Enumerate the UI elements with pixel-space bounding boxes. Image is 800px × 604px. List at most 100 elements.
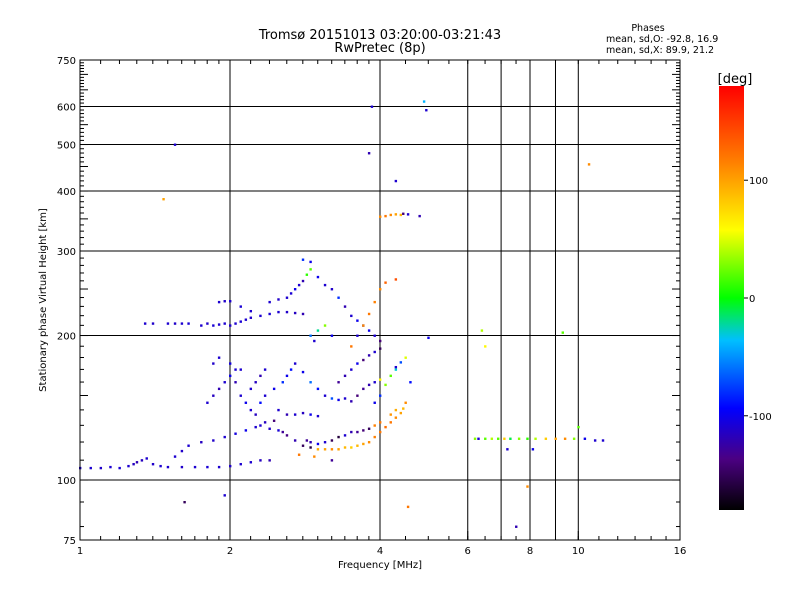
axis-ticks: 1 2 4 6 8 10 16 75 100 200 300 400 500 600 750 <box>57 56 686 557</box>
data-point <box>394 368 398 371</box>
data-point <box>379 430 382 434</box>
data-point <box>389 413 392 416</box>
data-point <box>259 314 262 318</box>
data-point <box>180 449 184 453</box>
data-point <box>183 500 186 504</box>
data-point <box>356 430 359 434</box>
data-point <box>309 260 312 264</box>
data-point <box>373 401 376 404</box>
data-point <box>515 525 518 528</box>
plot-frame <box>79 59 681 541</box>
data-point <box>118 466 121 470</box>
data-point <box>362 442 365 446</box>
data-point <box>272 419 276 422</box>
data-points <box>79 100 605 528</box>
data-point <box>263 421 267 424</box>
data-point <box>259 459 262 462</box>
data-point <box>293 362 297 365</box>
data-point <box>127 464 130 468</box>
y-tick-label: 200 <box>57 332 76 343</box>
data-point <box>309 381 312 384</box>
y-tick-label: 600 <box>57 103 76 114</box>
data-point <box>379 421 382 424</box>
data-point <box>212 439 215 442</box>
data-point <box>389 374 392 378</box>
data-point <box>409 381 412 384</box>
data-point <box>166 322 170 325</box>
data-point <box>373 334 376 337</box>
data-point <box>301 444 305 447</box>
stats-heading: Phases <box>631 23 664 34</box>
data-point <box>367 383 371 387</box>
data-point <box>277 429 280 432</box>
data-point <box>561 331 564 334</box>
data-point <box>384 281 387 284</box>
data-point <box>223 494 226 497</box>
data-point <box>356 319 359 322</box>
data-point <box>544 437 548 440</box>
data-point <box>249 309 253 313</box>
data-point <box>217 323 221 326</box>
data-point <box>406 213 410 216</box>
data-point <box>249 387 253 391</box>
x-tick-label: 2 <box>227 546 233 557</box>
data-point <box>263 394 267 397</box>
data-point <box>305 439 309 442</box>
data-point <box>234 381 237 384</box>
y-axis-label: Stationary phase Virtual Height [km] <box>38 208 49 392</box>
data-point <box>143 322 147 325</box>
data-point <box>572 437 576 440</box>
data-point <box>350 368 353 371</box>
data-point <box>285 310 289 314</box>
x-tick-label: 6 <box>465 546 471 557</box>
data-point <box>399 411 403 415</box>
data-point <box>268 300 271 304</box>
data-point <box>373 350 376 354</box>
data-point <box>370 105 374 108</box>
data-point <box>313 339 316 343</box>
data-point <box>343 305 347 308</box>
data-point <box>379 215 382 218</box>
data-point <box>254 425 257 429</box>
chart-title: Tromsø 20151013 03:20:00-03:21:43 <box>258 28 501 43</box>
x-axis-label: Frequency [MHz] <box>338 560 422 571</box>
data-point <box>337 448 340 451</box>
y-tick-label: 75 <box>63 536 76 547</box>
data-point <box>480 329 484 332</box>
data-point <box>277 310 280 314</box>
data-point <box>404 356 407 359</box>
data-point <box>484 345 487 348</box>
data-point <box>473 437 477 440</box>
data-point <box>254 381 257 384</box>
data-point <box>223 381 226 384</box>
data-point <box>422 100 426 103</box>
data-point <box>277 298 280 301</box>
data-point <box>427 336 430 340</box>
data-point <box>249 316 253 319</box>
data-point <box>402 407 405 410</box>
data-point <box>337 296 340 299</box>
data-point <box>249 461 253 464</box>
data-point <box>367 329 371 332</box>
data-point <box>212 394 215 397</box>
data-point <box>206 465 209 469</box>
data-point <box>229 362 232 365</box>
data-point <box>151 462 155 466</box>
data-point <box>350 446 353 449</box>
x-tick-label: 16 <box>674 546 687 557</box>
data-point <box>217 387 221 391</box>
data-point <box>254 413 257 416</box>
data-point <box>166 465 170 469</box>
data-point <box>373 424 376 427</box>
data-point <box>330 288 334 291</box>
data-point <box>293 288 297 291</box>
data-point <box>99 466 103 470</box>
data-point <box>162 198 165 201</box>
data-point <box>229 374 232 378</box>
data-point <box>534 437 537 440</box>
data-point <box>277 408 280 412</box>
data-point <box>394 278 398 281</box>
data-point <box>337 381 340 384</box>
data-point <box>323 394 327 397</box>
